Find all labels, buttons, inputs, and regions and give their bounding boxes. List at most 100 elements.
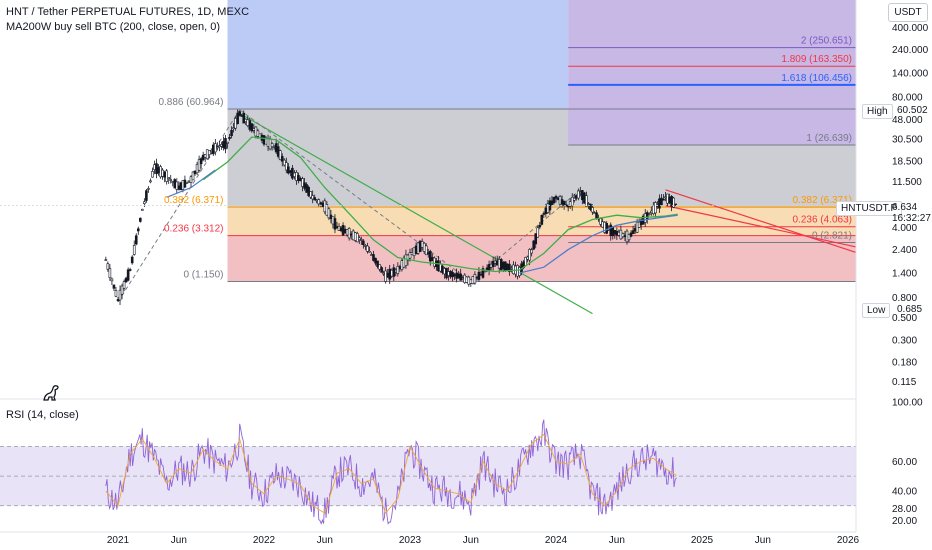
candle-body <box>562 200 566 206</box>
candle-body <box>426 252 430 255</box>
candle-body <box>165 170 168 182</box>
candle-body <box>650 210 653 213</box>
candle-body <box>591 207 594 213</box>
candle-body <box>625 230 629 243</box>
candle-body <box>240 115 243 117</box>
candle-body <box>143 201 146 204</box>
candle-body <box>191 171 195 181</box>
candle-body <box>285 162 288 171</box>
candle-body <box>212 144 215 155</box>
fib-right-label: 0.382 (6.371) <box>793 195 853 206</box>
candle-body <box>175 181 179 190</box>
indicator-label[interactable]: MA200W buy sell BTC (200, close, open, 0… <box>6 21 220 33</box>
candle-body <box>581 190 584 201</box>
candle-body <box>418 240 422 253</box>
time-tick: 2022 <box>253 535 276 546</box>
candle-body <box>404 254 408 266</box>
candle-body <box>270 143 274 148</box>
candle-body <box>534 233 538 245</box>
candle-body <box>445 267 448 279</box>
candle-body <box>451 272 454 278</box>
candle-body <box>173 179 177 189</box>
candle-body <box>337 225 341 231</box>
candle-body <box>483 270 487 273</box>
candle-body <box>674 203 677 206</box>
candle-body <box>475 276 479 279</box>
candle-body <box>645 212 649 220</box>
candle-body <box>209 150 213 152</box>
blue-zone <box>227 0 569 110</box>
candle-body <box>236 112 239 125</box>
candle-body <box>637 221 641 228</box>
candle-body <box>508 263 511 272</box>
candle-body <box>670 196 673 207</box>
candle-body <box>447 271 450 276</box>
candle-body <box>408 252 412 259</box>
candle-body <box>282 159 286 166</box>
rsi-label[interactable]: RSI (14, close) <box>6 409 79 421</box>
candle-body <box>390 269 394 277</box>
candle-body <box>532 240 535 250</box>
candle-body <box>416 242 420 254</box>
candle-body <box>244 118 248 122</box>
candle-body <box>536 227 540 238</box>
candle-body <box>242 112 246 124</box>
candle-body <box>664 196 667 199</box>
zone-layer <box>227 0 856 282</box>
candle-body <box>499 259 503 271</box>
candle-body <box>305 184 308 193</box>
candle-body <box>635 221 639 233</box>
last-price-tag: 6.634 <box>892 202 918 213</box>
candle-body <box>104 259 108 261</box>
candle-body <box>666 193 669 204</box>
high-label-text: High <box>867 106 888 117</box>
candle-body <box>380 267 383 273</box>
candle-body <box>145 190 148 201</box>
candle-body <box>335 226 339 229</box>
candle-body <box>262 135 266 145</box>
candle-body <box>414 245 418 255</box>
candle-body <box>128 269 132 271</box>
candle-body <box>315 199 319 202</box>
candle-body <box>272 146 276 148</box>
candle-body <box>216 146 219 149</box>
time-tick: Jun <box>171 535 187 546</box>
candle-body <box>469 279 473 284</box>
currency-unit-button[interactable]: USDT <box>888 3 928 22</box>
candle-body <box>394 269 398 273</box>
candle-body <box>295 172 298 181</box>
candle-body <box>550 200 554 205</box>
candle-body <box>459 273 462 281</box>
candle-body <box>370 254 373 256</box>
candle-body <box>301 178 304 187</box>
candle-body <box>333 218 337 230</box>
candle-body <box>258 133 262 138</box>
candle-body <box>605 223 608 234</box>
candle-body <box>153 164 156 170</box>
candle-body <box>197 159 201 171</box>
candle-body <box>467 276 471 285</box>
candle-body <box>214 143 217 153</box>
candle-body <box>491 260 495 267</box>
candle-body <box>226 141 229 144</box>
candle-body <box>139 217 142 222</box>
symbol-tag: HNTUSDT.P <box>836 201 903 216</box>
candle-body <box>621 233 625 238</box>
candle-body <box>141 208 144 211</box>
candle-body <box>579 191 582 194</box>
candle-body <box>672 197 675 208</box>
price-tick: 11.500 <box>892 177 922 188</box>
candle-body <box>341 225 345 236</box>
green-trendline <box>239 112 593 315</box>
candle-body <box>345 229 349 236</box>
candle-body <box>461 277 465 279</box>
candle-body <box>530 249 533 254</box>
candle-body <box>218 145 221 147</box>
fib-anchor-dashed <box>239 109 472 282</box>
candle-body <box>147 188 150 190</box>
candle-body <box>187 180 191 183</box>
candle-body <box>398 266 402 269</box>
candle-body <box>611 226 615 237</box>
rsi-tick: 28.00 <box>892 504 917 515</box>
